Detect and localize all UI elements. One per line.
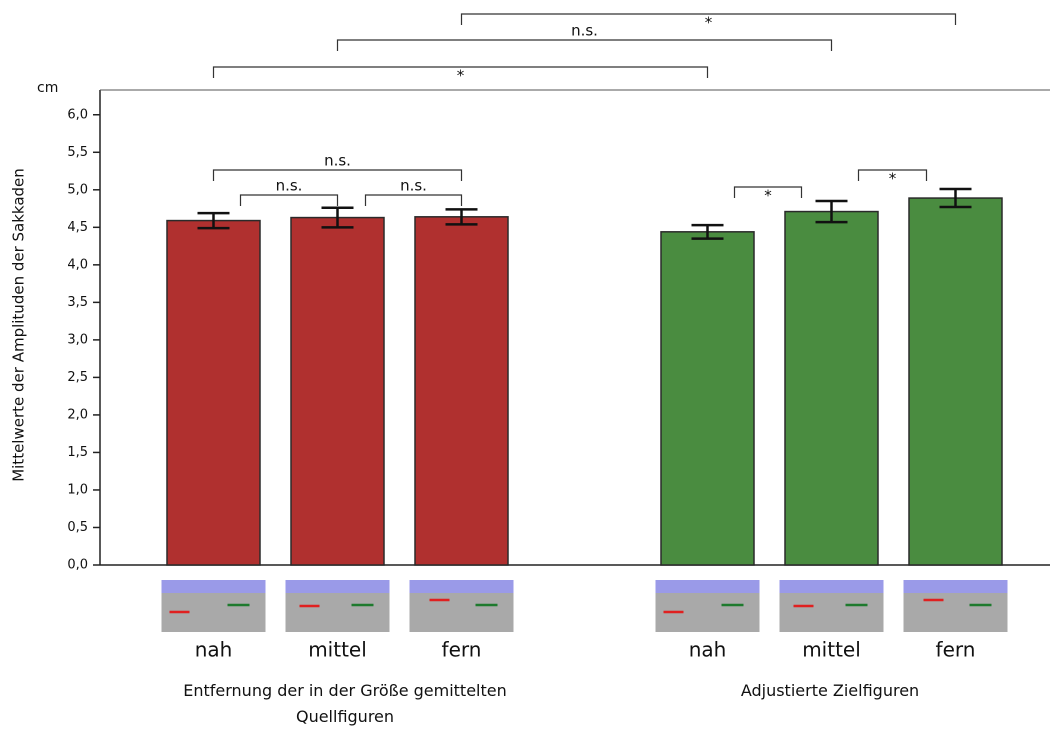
- thumbnail: [409, 580, 514, 632]
- thumb-sky: [161, 580, 266, 593]
- significance-label: n.s.: [400, 177, 427, 195]
- bar: [414, 216, 509, 566]
- significance-bracket: [733, 186, 803, 198]
- y-axis-title: Mittelwerte der Amplituden der Sakkaden: [10, 168, 28, 482]
- thumb-sky: [903, 580, 1008, 593]
- significance-label: *: [764, 187, 772, 205]
- significance-bracket: [212, 66, 709, 78]
- error-bar: [691, 223, 724, 240]
- significance-bracket: [212, 169, 463, 181]
- error-bar: [815, 199, 848, 224]
- y-tick-label: 0,5: [67, 520, 88, 535]
- significance-label: n.s.: [276, 177, 303, 195]
- bar: [660, 231, 755, 566]
- error-bar: [445, 208, 478, 226]
- thumb-sky: [285, 580, 390, 593]
- y-tick-label: 5,5: [67, 145, 88, 160]
- bar: [290, 216, 385, 566]
- group-label: Entfernung der in der Größe gemittelten …: [183, 681, 507, 726]
- thumbnail: [903, 580, 1008, 632]
- y-tick-label: 6,0: [67, 107, 88, 122]
- y-tick-label: 0,0: [67, 558, 88, 573]
- thumb-sky: [655, 580, 760, 593]
- error-bar: [197, 211, 230, 230]
- significance-label: *: [889, 170, 897, 188]
- y-tick-label: 1,0: [67, 482, 88, 497]
- y-tick-label: 4,5: [67, 220, 88, 235]
- bar: [166, 219, 261, 566]
- bar: [908, 197, 1003, 566]
- error-bar: [321, 206, 354, 229]
- error-bar: [939, 187, 972, 209]
- thumbnail: [161, 580, 266, 632]
- y-tick-label: 5,0: [67, 182, 88, 197]
- significance-bracket: [857, 169, 928, 181]
- thumbnail: [655, 580, 760, 632]
- x-tick-label: nah: [195, 638, 233, 662]
- x-tick-label: fern: [442, 638, 482, 662]
- significance-bracket: [364, 194, 463, 206]
- thumbnail: [285, 580, 390, 632]
- x-tick-label: fern: [936, 638, 976, 662]
- y-tick-label: 1,5: [67, 445, 88, 460]
- significance-bracket: [460, 13, 957, 25]
- y-tick-label: 2,5: [67, 370, 88, 385]
- significance-label: n.s.: [571, 22, 598, 40]
- x-tick-label: mittel: [802, 638, 861, 662]
- y-unit: cm: [37, 80, 58, 96]
- significance-bracket: [336, 39, 833, 51]
- bar: [784, 210, 879, 566]
- y-tick-label: 2,0: [67, 407, 88, 422]
- thumb-sky: [409, 580, 514, 593]
- significance-bracket: [239, 194, 339, 206]
- group-label: Adjustierte Zielfiguren: [740, 681, 920, 700]
- thumbnail: [779, 580, 884, 632]
- significance-label: n.s.: [324, 152, 351, 170]
- significance-label: *: [705, 14, 713, 32]
- thumb-sky: [779, 580, 884, 593]
- y-tick-label: 4,0: [67, 257, 88, 272]
- y-tick-label: 3,5: [67, 295, 88, 310]
- significance-label: *: [457, 67, 465, 85]
- x-tick-label: nah: [689, 638, 727, 662]
- x-tick-label: mittel: [308, 638, 367, 662]
- y-tick-label: 3,0: [67, 332, 88, 347]
